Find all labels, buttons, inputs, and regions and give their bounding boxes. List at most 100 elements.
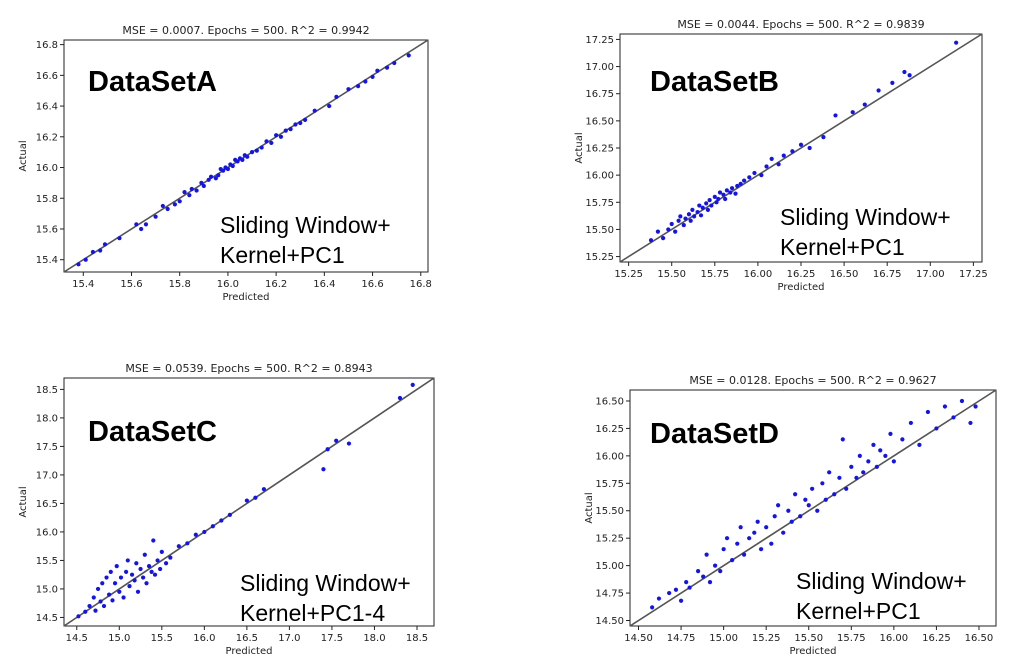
data-point	[738, 181, 743, 186]
data-point	[406, 53, 411, 58]
method-label-line2: Kernel+PC1	[780, 234, 905, 260]
data-point	[724, 536, 730, 541]
y-tick-label: 14.75	[595, 589, 624, 600]
method-label: Sliding Window+ Kernel+PC1	[220, 210, 391, 270]
y-tick-label: 15.00	[595, 561, 624, 572]
x-tick-label: 14.5	[66, 633, 88, 644]
data-point	[697, 203, 702, 208]
scatter-plot: 14.5 15.0 15.5 16.0 16.5 17.0 17.5 18.0 18.5 14.5…	[18, 362, 435, 657]
data-point	[143, 222, 149, 227]
y-tick-label: 16.6	[36, 71, 58, 82]
x-tick-label: 14.50	[624, 633, 653, 644]
data-point	[125, 558, 130, 563]
data-point	[321, 467, 326, 472]
data-point	[355, 83, 361, 89]
data-point	[793, 492, 798, 497]
y-tick-label: 17.0	[36, 470, 58, 481]
data-point	[687, 585, 692, 590]
data-point	[735, 183, 740, 189]
method-label-line1: Sliding Window+	[796, 568, 967, 594]
data-point	[844, 486, 849, 491]
x-tick-label: 18.0	[363, 633, 385, 644]
data-point	[729, 186, 735, 191]
x-tick-label: 15.4	[72, 279, 94, 290]
data-point	[676, 218, 681, 223]
y-tick-label: 16.0	[36, 163, 58, 174]
data-point	[149, 569, 154, 574]
data-point	[806, 503, 811, 508]
y-axis-label: Actual	[584, 492, 595, 523]
data-point	[738, 525, 743, 530]
data-point	[890, 80, 895, 85]
data-point	[717, 190, 723, 195]
data-point	[655, 229, 661, 234]
data-point	[206, 177, 211, 182]
data-point	[194, 188, 199, 193]
data-point	[707, 198, 712, 203]
data-point	[160, 203, 165, 209]
x-axis-label: Predicted	[790, 646, 837, 657]
data-point	[264, 139, 269, 144]
dataset-label: DataSetC	[88, 416, 217, 448]
data-point	[850, 110, 855, 115]
data-point	[151, 538, 156, 543]
data-point	[187, 193, 192, 198]
data-point	[871, 442, 876, 447]
data-point	[701, 574, 706, 579]
data-point	[254, 148, 259, 153]
data-point	[269, 140, 274, 146]
y-axis-label: Actual	[18, 486, 29, 517]
data-point	[98, 248, 103, 253]
data-point	[764, 525, 769, 530]
data-point	[973, 404, 978, 409]
data-point	[325, 447, 330, 452]
y-tick-label: 15.8	[36, 194, 58, 205]
y-tick-label: 15.6	[36, 224, 58, 235]
y-tick-label: 15.75	[585, 198, 614, 209]
data-point	[798, 142, 804, 147]
data-point	[210, 524, 215, 529]
y-tick-label: 16.0	[36, 527, 58, 538]
data-point	[98, 599, 103, 604]
x-tick-label: 14.75	[667, 633, 696, 644]
data-point	[650, 605, 655, 610]
data-point	[288, 127, 293, 132]
data-point	[695, 209, 700, 215]
x-tick-label: 16.00	[880, 633, 909, 644]
data-point	[907, 73, 912, 78]
data-point	[683, 216, 688, 221]
data-point	[83, 609, 88, 614]
data-point	[891, 459, 896, 464]
y-tick-label: 15.50	[595, 506, 624, 517]
data-point	[363, 79, 368, 84]
data-point	[704, 201, 709, 206]
x-tick-label: 15.0	[108, 633, 130, 644]
x-axis-label: Predicted	[223, 292, 270, 303]
data-point	[298, 120, 303, 126]
data-point	[327, 103, 332, 109]
data-point	[815, 508, 820, 513]
data-point	[908, 420, 913, 426]
data-point	[709, 203, 714, 208]
y-tick-label: 16.25	[595, 424, 624, 435]
data-point	[667, 590, 672, 596]
data-point	[688, 218, 693, 223]
data-point	[781, 153, 786, 158]
y-axis-label: Actual	[18, 140, 29, 171]
data-point	[883, 453, 888, 458]
data-point	[772, 514, 777, 519]
data-point	[142, 552, 147, 557]
y-tick-label: 15.4	[36, 255, 58, 266]
data-point	[712, 194, 717, 199]
data-point	[764, 164, 769, 169]
data-point	[104, 575, 109, 580]
data-point	[219, 518, 224, 523]
data-point	[240, 157, 245, 162]
data-point	[225, 166, 231, 172]
data-point	[681, 222, 686, 228]
data-point	[776, 503, 781, 508]
data-point	[163, 561, 169, 566]
data-point	[259, 145, 264, 150]
data-point	[704, 552, 709, 557]
y-tick-label: 15.5	[36, 556, 58, 567]
